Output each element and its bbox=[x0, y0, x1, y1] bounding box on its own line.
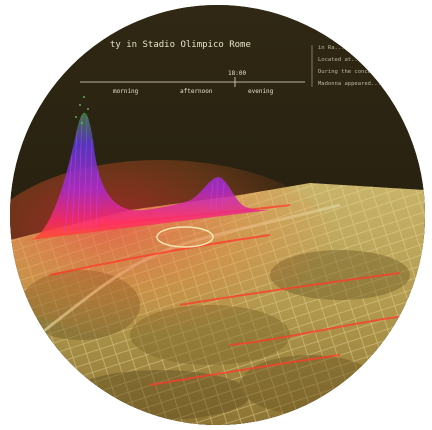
time-label-afternoon: afternoon bbox=[180, 88, 213, 95]
visualization-title: ty in Stadio Olimpico Rome bbox=[110, 40, 251, 50]
activity-peaks bbox=[30, 96, 270, 240]
time-label-morning: morning bbox=[113, 88, 139, 95]
side-notes: in Ra... Located at... During the concer… bbox=[311, 45, 388, 87]
side-note-4: Madonna appeared... bbox=[318, 81, 381, 87]
stadium-outline bbox=[156, 226, 214, 248]
time-label-evening: evening bbox=[248, 88, 274, 95]
side-note-3: During the concert... bbox=[318, 69, 388, 75]
map-scene: ty in Stadio Olimpico Rome 18:00 morning… bbox=[10, 5, 425, 425]
time-axis: 18:00 morning afternoon evening bbox=[80, 70, 305, 95]
time-marker-label: 18:00 bbox=[228, 70, 246, 77]
circular-map-viewport: ty in Stadio Olimpico Rome 18:00 morning… bbox=[10, 5, 425, 425]
side-note-1: in Ra... bbox=[318, 45, 345, 51]
side-note-2: Located at... bbox=[318, 57, 361, 63]
